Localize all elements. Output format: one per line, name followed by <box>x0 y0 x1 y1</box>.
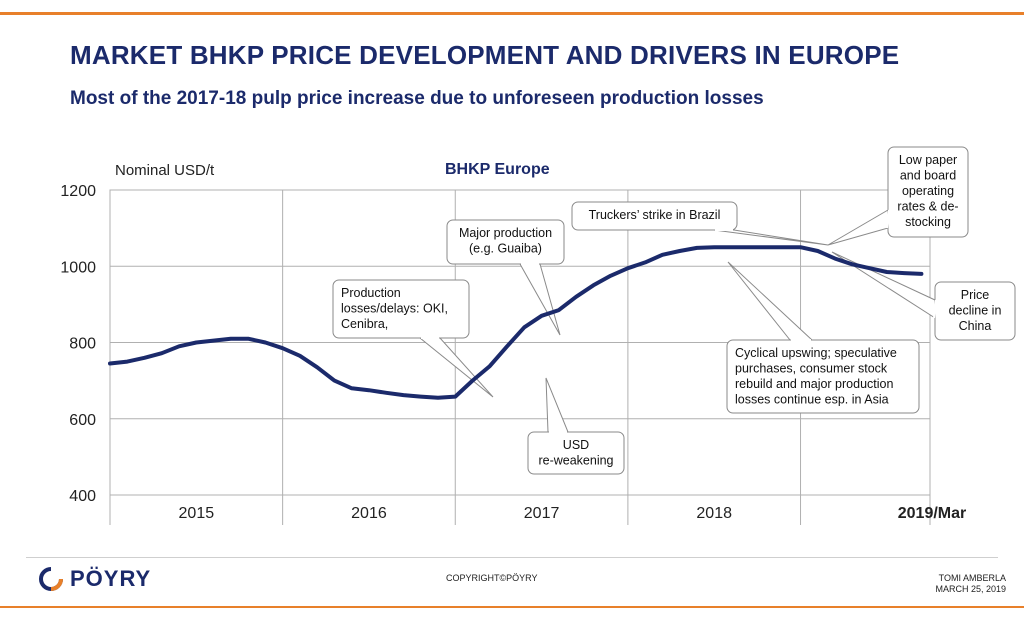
annotation-callout-tail <box>418 337 494 398</box>
annotation-callout-tail <box>727 261 814 341</box>
footer-divider <box>26 557 998 558</box>
page-title: MARKET BHKP PRICE DEVELOPMENT AND DRIVER… <box>70 40 900 70</box>
annotation-text: and board <box>900 169 956 183</box>
annotation-text: China <box>959 319 992 333</box>
annotation-text: losses continue esp. in Asia <box>735 393 889 407</box>
annotation-text: losses/delays: OKI, <box>341 302 448 316</box>
y-tick-label: 400 <box>69 488 96 505</box>
annotation-tail-join <box>886 209 890 229</box>
author-block: TOMI AMBERLA MARCH 25, 2019 <box>935 573 1006 595</box>
y-tick-label: 800 <box>69 336 96 353</box>
annotation-text: decline in <box>949 304 1002 318</box>
bottom-accent-rule <box>0 606 1024 608</box>
top-accent-rule <box>0 12 1024 15</box>
poyry-logo: PÖYRY <box>38 566 151 592</box>
annotation-box <box>332 279 470 339</box>
poyry-logo-icon <box>39 567 63 591</box>
annotation-box <box>446 219 565 265</box>
annotation-text: rebuild and major production <box>735 377 893 391</box>
annotation-text: (e.g. Guaiba) <box>469 242 542 256</box>
logo-text: PÖYRY <box>70 566 152 591</box>
annotation-tail-join <box>933 299 937 319</box>
y-tick-label: 600 <box>69 412 96 429</box>
annotation-text: USD <box>563 438 589 452</box>
annotation-callout-tail <box>713 229 829 246</box>
annotation-callout-tail <box>827 209 889 246</box>
author-name: TOMI AMBERLA <box>938 573 1006 583</box>
y-axis-label: Nominal USD/t <box>115 162 215 179</box>
annotation-text: purchases, consumer stock <box>735 362 888 376</box>
annotation-text: stocking <box>905 215 951 229</box>
annotation-box <box>527 431 625 475</box>
x-tick-label: 2015 <box>179 505 215 522</box>
annotation-callout-tail <box>545 377 569 433</box>
bhkp-price-line <box>108 245 924 400</box>
x-tick-label: 2019/Mar <box>898 505 967 522</box>
x-tick-label: 2016 <box>351 505 387 522</box>
annotation-text: rates & de- <box>897 200 958 214</box>
annotation-text: Low paper <box>899 153 957 167</box>
annotation-text: Cenibra, <box>341 317 388 331</box>
annotation-box <box>726 339 920 414</box>
chart-title: BHKP Europe <box>445 161 550 178</box>
y-tick-label: 1200 <box>60 183 96 200</box>
annotation-text: Truckers’ strike in Brazil <box>589 208 721 222</box>
annotation-text: operating <box>902 184 954 198</box>
annotation-box <box>887 146 969 238</box>
annotation-text: Production <box>341 286 401 300</box>
x-tick-label: 2018 <box>696 505 732 522</box>
page-subtitle: Most of the 2017-18 pulp price increase … <box>70 88 764 109</box>
bhkp-price-chart: 400 600 800 1000 1200 2015 2016 2017 2018 2019/Ma… <box>60 146 1016 525</box>
annotation-text: Cyclical upswing; speculative <box>735 346 897 360</box>
copyright-text: COPYRIGHT©PÖYRY <box>446 573 538 583</box>
annotation-text: re-weakening <box>538 454 613 468</box>
annotation-text: Price <box>961 288 990 302</box>
y-tick-label: 1000 <box>60 259 96 276</box>
annotation-box <box>571 201 738 231</box>
author-date: MARCH 25, 2019 <box>935 584 1006 594</box>
annotation-text: Major production <box>459 226 552 240</box>
x-tick-label: 2017 <box>524 505 560 522</box>
